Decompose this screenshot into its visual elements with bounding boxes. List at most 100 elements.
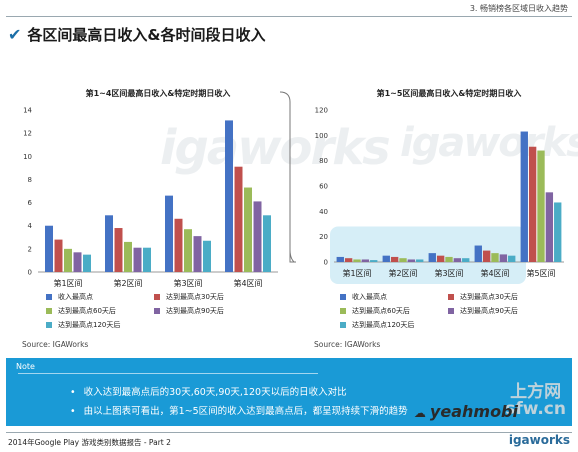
check-icon: ✔	[8, 25, 22, 44]
footer-divider	[6, 432, 572, 433]
stamp-line-1: 上方网	[510, 382, 562, 402]
bar	[436, 255, 445, 262]
y-tick-label: 20	[319, 233, 328, 241]
top-divider	[6, 16, 572, 17]
y-tick-label: 8	[28, 176, 32, 184]
x-tick-label: 第2区间	[388, 268, 417, 278]
bar	[361, 259, 370, 262]
legend-item: 达到最高点120天后	[46, 320, 120, 330]
bar	[508, 255, 516, 262]
chart-title: 第1~5区间最高日收入&特定时期日收入	[377, 88, 522, 98]
y-tick-label: 0	[28, 269, 32, 277]
bar	[353, 259, 361, 262]
legend-swatch	[46, 308, 52, 314]
legend-swatch	[154, 308, 160, 314]
bar	[244, 187, 252, 272]
x-tick-label: 第5区间	[526, 268, 555, 278]
x-tick-label: 第4区间	[233, 278, 262, 287]
legend-label: 达到最高点90天后	[460, 307, 518, 315]
note-box: Note 收入达到最高点后的30天,60天,90天,120天以后的日收入对比 由…	[6, 358, 572, 426]
x-tick-label: 第3区间	[434, 268, 463, 278]
wechat-icon: ☁	[413, 406, 426, 420]
legend-item: 达到最高点30天后	[448, 292, 518, 302]
bar	[203, 240, 211, 272]
legend-label: 达到最高点30天后	[460, 293, 518, 301]
bar	[143, 247, 151, 272]
note-label: Note	[16, 362, 35, 371]
bar	[520, 131, 528, 262]
bar	[554, 202, 562, 262]
bar	[382, 255, 390, 262]
y-tick-label: 100	[315, 132, 328, 140]
bar	[416, 259, 424, 262]
legend-item: 收入最高点	[340, 292, 387, 302]
bar	[105, 215, 113, 272]
bar	[537, 150, 545, 262]
bar	[234, 166, 243, 272]
bar	[45, 225, 53, 272]
bar	[263, 215, 271, 272]
y-tick-label: 40	[319, 208, 328, 216]
bar	[73, 252, 82, 272]
y-tick-label: 14	[23, 107, 32, 115]
legend-swatch	[46, 294, 52, 300]
bar	[445, 256, 453, 262]
legend-item: 达到最高点60天后	[46, 306, 116, 316]
legend-swatch	[340, 322, 346, 328]
source-right: Source: IGAWorks	[314, 340, 381, 349]
note-bullet-2: 由以上图表可看出，第1~5区间的收入达到最高点后，都呈现持续下滑的趋势	[70, 403, 408, 417]
y-tick-label: 12	[23, 130, 32, 138]
bar	[174, 218, 183, 272]
x-tick-label: 第1区间	[53, 278, 82, 287]
legend-label: 达到最高点90天后	[166, 307, 224, 315]
legend-swatch	[154, 294, 160, 300]
y-tick-label: 120	[315, 107, 328, 115]
bar	[253, 201, 262, 272]
handle-text: yeahmobi	[429, 402, 518, 421]
chart-right: 第1~5区间最高日收入&特定时期日收入 0 20 40 60 80 100 120 第1区间 第2…	[315, 88, 564, 284]
chart-left: 第1~4区间最高日收入&特定时期日收入 0 2 4 6 8 10 12 14 第1区间 第2区间 第3…	[23, 88, 278, 287]
bracket-connector	[279, 91, 296, 263]
bar	[474, 245, 482, 262]
footer-text: 2014年Google Play 游戏类别数据报告 - Part 2	[8, 438, 171, 447]
note-bullet-1: 收入达到最高点后的30天,60天,90天,120天以后的日收入对比	[70, 384, 347, 398]
bar	[370, 260, 378, 262]
y-tick-label: 60	[319, 183, 328, 191]
legend-item: 达到最高点90天后	[448, 306, 518, 316]
x-tick-label: 第1区间	[342, 268, 371, 278]
bar	[462, 258, 470, 262]
y-tick-label: 10	[23, 153, 32, 161]
legend-label: 达到最高点60天后	[58, 307, 116, 315]
bar	[344, 258, 353, 262]
stamp-watermark: 上方网 sfw.cn	[505, 384, 566, 418]
bar	[407, 259, 416, 262]
bar	[428, 253, 436, 262]
bar	[133, 247, 142, 272]
legend-label: 达到最高点60天后	[352, 307, 410, 315]
watermark-left: igaworks	[160, 120, 391, 176]
bar	[491, 253, 499, 262]
bar	[225, 120, 233, 272]
bar	[453, 258, 462, 262]
y-tick-label: 2	[28, 245, 32, 253]
bar	[336, 256, 344, 262]
bar	[165, 195, 173, 272]
legend-swatch	[340, 308, 346, 314]
x-tick-label: 第3区间	[173, 278, 202, 287]
stamp-line-2: sfw.cn	[505, 399, 566, 419]
legend-label: 达到最高点120天后	[58, 321, 121, 329]
bar	[184, 229, 192, 272]
page-title: ✔ 各区间最高日收入&各时间段日收入	[8, 24, 266, 45]
bar	[390, 256, 399, 262]
note-divider	[18, 373, 318, 374]
legend-item: 收入最高点	[46, 292, 93, 302]
legend-swatch	[340, 294, 346, 300]
legend-swatch	[448, 294, 454, 300]
legend-label: 达到最高点120天后	[352, 321, 415, 329]
bar	[545, 192, 554, 262]
bar	[499, 254, 508, 262]
source-left: Source: IGAWorks	[22, 340, 89, 349]
legend-right: 收入最高点 达到最高点30天后达到最高点60天后 达到最高点90天后达到最高点120…	[340, 292, 576, 342]
highlight-region	[330, 226, 526, 284]
chart-title: 第1~4区间最高日收入&特定时期日收入	[86, 88, 231, 98]
